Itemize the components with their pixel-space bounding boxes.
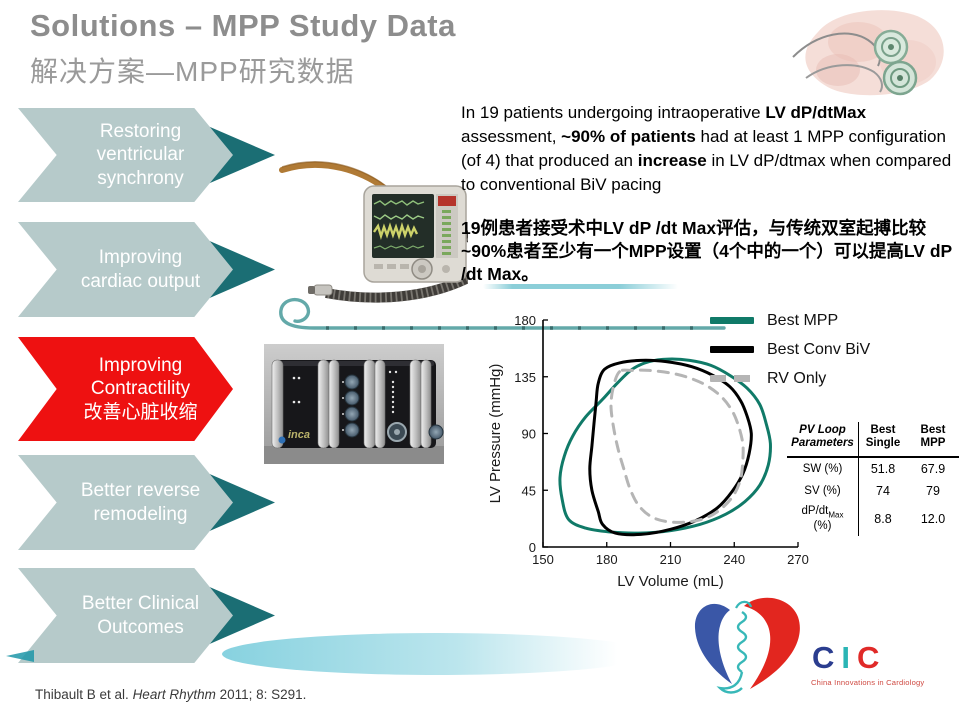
legend-label: Best MPP: [767, 311, 839, 329]
svg-text:0: 0: [529, 540, 536, 555]
legend-item: Best Conv BiV: [710, 335, 870, 364]
chevron-body: Better Clinical Outcomes: [18, 568, 233, 663]
cic-letter: I: [841, 640, 858, 675]
table-header: Best MPP: [907, 422, 959, 458]
table-value: 8.8: [874, 512, 892, 526]
catheter-image: [279, 298, 726, 330]
chevron-body: Improving Contractility 改善心脏收缩: [18, 337, 233, 441]
inca-label: inca: [288, 429, 310, 441]
table-header: PV Loop Parameters: [787, 422, 859, 458]
svg-text:135: 135: [514, 370, 536, 385]
svg-text:90: 90: [522, 427, 536, 442]
chevron-body: Better reverse remodeling: [18, 455, 233, 550]
table-param: SV (%): [787, 480, 859, 502]
svg-text:45: 45: [522, 483, 536, 498]
pathway-step-label: Restoring ventricular synchrony: [96, 121, 185, 189]
svg-text:LV Volume (mL): LV Volume (mL): [617, 573, 723, 590]
cic-logo-emblem: [694, 597, 800, 694]
cic-letter: C: [857, 640, 887, 675]
pv-parameters-table: PV Loop Parameters Best Single Best MPP SW …: [787, 422, 959, 536]
svg-text:240: 240: [723, 552, 745, 567]
table-param: dP/dtMax (%): [787, 502, 859, 536]
cic-logo-text: CIC: [812, 640, 886, 676]
study-text-segment: had at least 1 MPP configuration (of 4) …: [461, 127, 946, 170]
table-value: 74: [876, 484, 890, 498]
pv-loop-chart: 0 45 90 135 180 150 180 210 240 270 LV Volume (mL)…: [487, 313, 809, 590]
citation: Thibault B et al. Heart Rhythm 2011; 8: …: [35, 687, 306, 702]
heart-anatomy-image: [792, 10, 944, 96]
table-value: 12.0: [920, 512, 946, 526]
chart-legend: Best MPP Best Conv BiV RV Only: [710, 306, 870, 393]
pathway-step-label: Better Clinical Outcomes: [81, 593, 200, 638]
pathway-step: Restoring ventricular synchrony: [18, 108, 278, 202]
svg-text:210: 210: [660, 552, 682, 567]
study-text-segment: LV dP/dtMax: [765, 103, 867, 122]
table-header: Best Single: [859, 422, 907, 458]
citation-authors: Thibault B et al.: [35, 687, 133, 702]
pathway-step-label: Improving Contractility 改善心脏收缩: [83, 355, 198, 423]
cic-letter: C: [812, 640, 842, 675]
table-value: 51.8: [870, 462, 896, 476]
slide-subtitle: 解决方案—MPP研究数据: [30, 56, 355, 87]
pathway-step: Improving Contractility 改善心脏收缩: [18, 337, 278, 441]
table-param: SW (%): [787, 458, 859, 480]
pathway-step: Improving cardiac output: [18, 222, 278, 317]
study-text-zh: 19例患者接受术中LV dP /dt Max评估，与传统双室起搏比较~90%患者…: [461, 218, 952, 284]
pathway-step-label: Better reverse remodeling: [80, 480, 201, 525]
legend-item: Best MPP: [710, 306, 870, 335]
citation-journal: Heart Rhythm: [132, 687, 216, 702]
legend-swatch: [710, 346, 754, 353]
legend-swatch: [710, 375, 754, 382]
study-text-segment: assessment,: [461, 127, 562, 146]
svg-text:180: 180: [596, 552, 618, 567]
pathway-step-label: Improving cardiac output: [80, 247, 201, 292]
cic-logo-tagline: China Innovations in Cardiology: [811, 678, 925, 687]
inca-analyzer-image: inca: [264, 344, 444, 464]
chevron-body: Restoring ventricular synchrony: [18, 108, 233, 202]
pathway-step: Better Clinical Outcomes: [18, 568, 278, 663]
svg-text:270: 270: [787, 552, 809, 567]
decorative-ribbon: [483, 284, 678, 289]
legend-label: RV Only: [767, 369, 827, 387]
study-text-en: In 19 patients undergoing intraoperative…: [461, 101, 958, 197]
study-text-segment: in LV dP/dtmax when compared to conventi…: [461, 151, 952, 194]
svg-text:180: 180: [514, 313, 536, 328]
study-text-segment: increase: [637, 151, 707, 170]
pathway-step: Better reverse remodeling: [18, 455, 278, 550]
svg-text:150: 150: [532, 552, 554, 567]
legend-item: RV Only: [710, 364, 870, 393]
chevron-body: Improving cardiac output: [18, 222, 233, 317]
citation-issue: 2011; 8: S291.: [215, 687, 307, 702]
decorative-swoosh: [222, 633, 652, 675]
study-text-segment: In 19 patients undergoing intraoperative: [461, 103, 766, 122]
svg-text:LV Pressure (mmHg): LV Pressure (mmHg): [487, 364, 504, 504]
study-text-segment: ~90% of patients: [561, 127, 696, 146]
programmer-device-image: [279, 161, 468, 303]
slide-title: Solutions – MPP Study Data: [30, 8, 456, 43]
table-value: 79: [926, 484, 940, 498]
legend-swatch: [710, 317, 754, 324]
legend-label: Best Conv BiV: [767, 340, 871, 358]
table-value: 67.9: [920, 462, 946, 476]
